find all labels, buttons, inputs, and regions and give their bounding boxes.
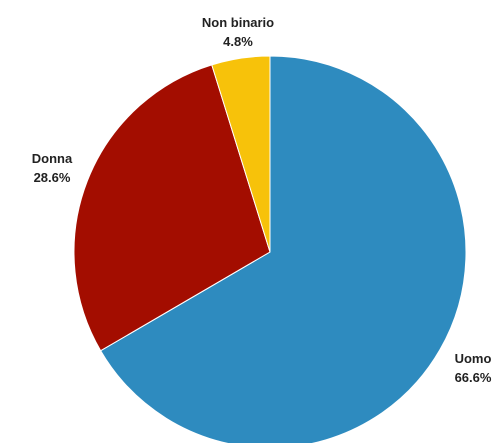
slice-label-non-binario: Non binario bbox=[202, 15, 274, 30]
pie-slice-uomo bbox=[99, 55, 467, 443]
pie-slice-donna bbox=[73, 64, 271, 352]
slice-value-donna: 28.6% bbox=[34, 170, 71, 185]
pie-slice-non-binario bbox=[211, 55, 271, 253]
slice-value-non-binario: 4.8% bbox=[223, 34, 253, 49]
pie-slices bbox=[73, 55, 467, 443]
slice-value-uomo: 66.6% bbox=[455, 370, 492, 385]
slice-label-uomo: Uomo bbox=[455, 351, 492, 366]
slice-label-donna: Donna bbox=[32, 151, 73, 166]
